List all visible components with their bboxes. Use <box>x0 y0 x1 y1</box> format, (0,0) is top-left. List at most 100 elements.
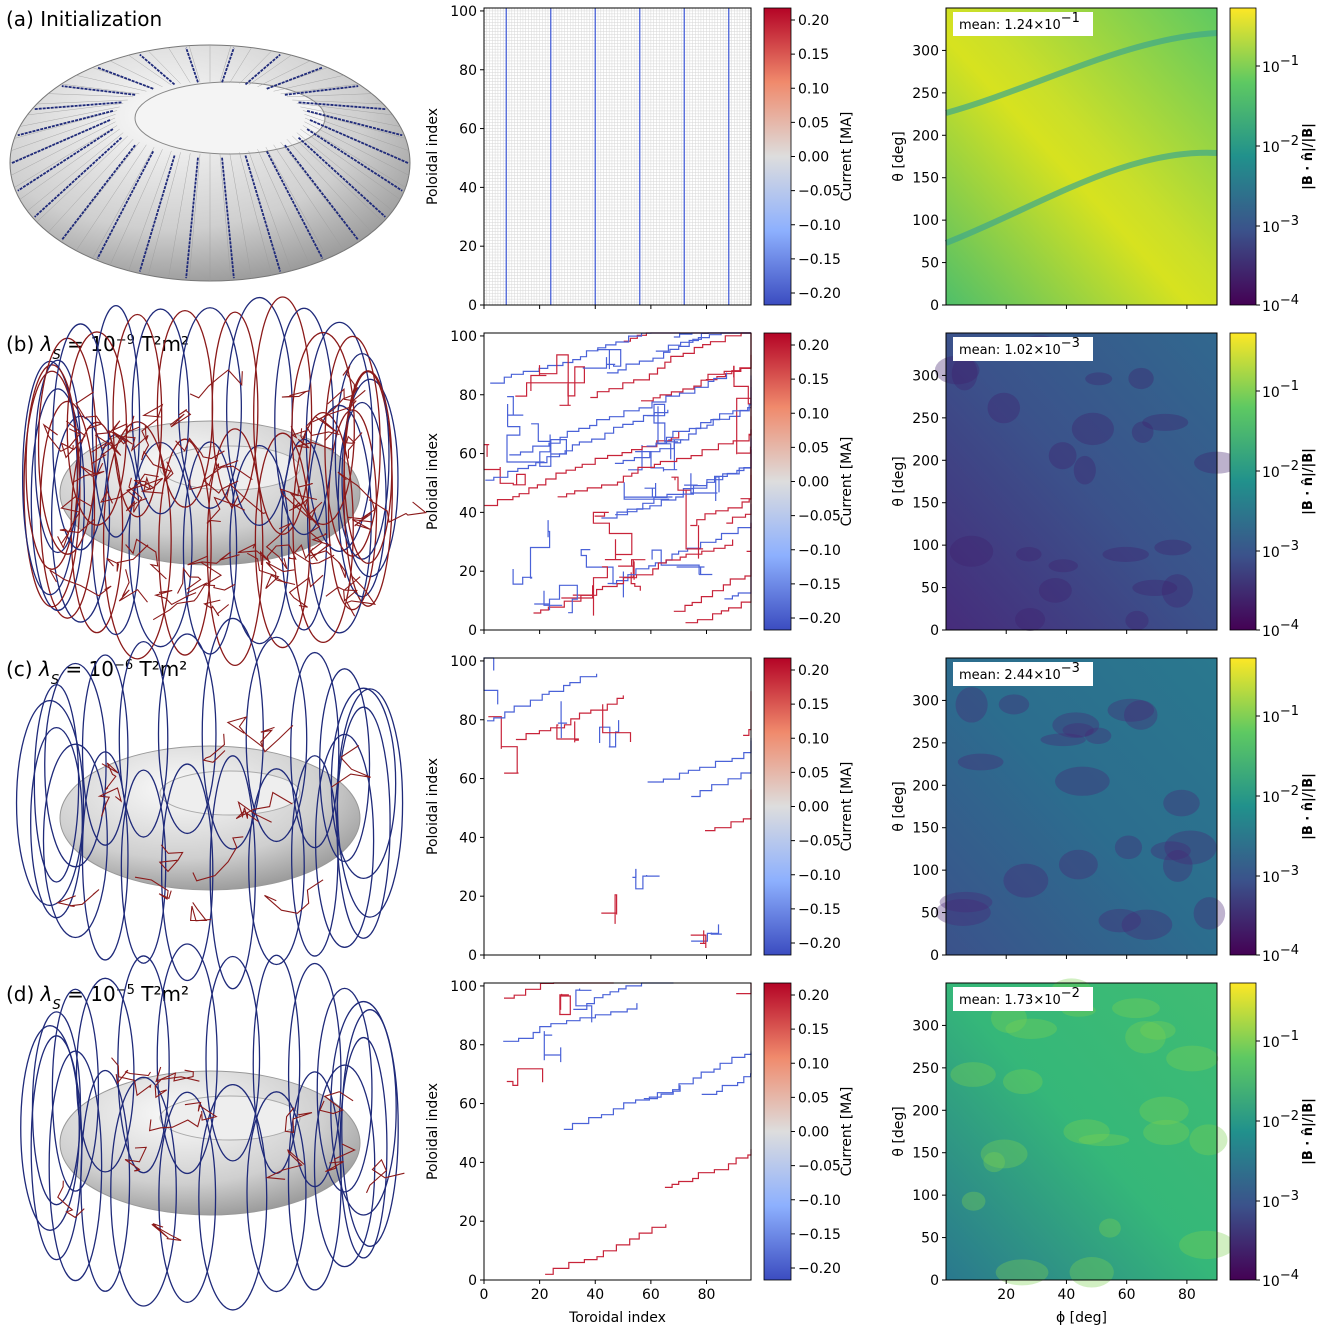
y-tick-label: 150 <box>912 171 939 187</box>
current-contour <box>592 511 633 561</box>
colorbar-tick-label: −0.15 <box>798 1227 841 1243</box>
saddle-coil <box>202 733 226 763</box>
saddle-coil <box>264 879 324 914</box>
field-blob <box>955 686 988 723</box>
saddle-coil <box>202 465 253 494</box>
coil-loop <box>112 313 163 518</box>
mesh-line <box>257 149 311 266</box>
coil-line <box>97 66 154 90</box>
current-contour <box>623 482 673 500</box>
mesh-line <box>36 99 128 105</box>
mesh-line <box>286 139 372 233</box>
current-plot-area <box>484 983 751 1280</box>
colorbar-tick-label: −0.20 <box>798 611 841 627</box>
coil-line <box>17 110 114 137</box>
coil-loop <box>120 769 167 964</box>
mesh-line <box>248 55 292 86</box>
saddle-coil <box>200 561 236 591</box>
mesh-line <box>168 47 191 83</box>
coil-loop <box>343 371 393 607</box>
field-blob <box>1162 849 1193 882</box>
saddle-coil <box>310 533 332 559</box>
coil-loop <box>343 370 393 564</box>
saddle-coil <box>124 1146 148 1172</box>
current-contour <box>530 354 571 406</box>
saddle-coil <box>118 569 148 603</box>
colorbar-tick-label: 0.05 <box>798 115 829 131</box>
field-blob <box>949 535 994 567</box>
field-blob <box>987 392 1021 424</box>
colorbar-tick-label: 10−2 <box>1262 459 1299 482</box>
mesh-line <box>148 152 181 276</box>
y-tick-label: 40 <box>459 830 477 846</box>
coil-line <box>185 47 199 83</box>
mesh-line <box>128 150 172 271</box>
y-tick-label: 250 <box>912 411 939 427</box>
colorbar-tick-label: −0.20 <box>798 936 841 952</box>
mesh-line <box>61 141 140 243</box>
x-tick-label: 40 <box>1058 1287 1076 1303</box>
y-tick-label: 300 <box>912 693 939 709</box>
colorbar-label: Current [MA] <box>839 1087 855 1177</box>
saddle-coil <box>325 1143 356 1173</box>
coil-line <box>309 119 409 164</box>
field-blob <box>1048 442 1077 470</box>
coil-loop <box>330 687 397 880</box>
field-blob <box>1154 539 1192 556</box>
saddle-coil <box>106 544 149 572</box>
y-tick-label: 80 <box>459 63 477 79</box>
current-panel-c: 0 20 40 60 80 100 Poloidal index 0.20 0.15 0.10 0.… <box>425 654 855 964</box>
y-tick-label: 200 <box>912 128 939 144</box>
y-tick-label: 40 <box>459 180 477 196</box>
mesh-line <box>11 121 116 176</box>
saddle-coil <box>134 876 172 900</box>
mesh-line <box>92 147 155 259</box>
field-blob <box>1038 578 1072 603</box>
coil-line <box>139 53 176 86</box>
field-blob <box>1015 608 1046 631</box>
mesh-line <box>304 121 409 176</box>
x-tick-label: 60 <box>642 1287 660 1303</box>
coil-loop <box>81 654 129 846</box>
coil-loop <box>158 438 212 656</box>
saddle-coil <box>75 391 103 430</box>
mesh-line <box>188 153 201 281</box>
saddle-coil <box>133 476 164 494</box>
current-contour <box>509 372 728 456</box>
y-tick-label: 300 <box>912 368 939 384</box>
field-blob <box>1161 574 1193 608</box>
mesh-line <box>76 144 147 251</box>
coil-line <box>297 136 386 218</box>
saddle-coil <box>203 599 230 617</box>
mesh-line <box>19 106 120 127</box>
field-blob <box>1098 908 1142 933</box>
coil-loop <box>131 308 190 515</box>
field-blob <box>1179 1230 1235 1260</box>
current-contour <box>582 349 622 370</box>
colorbar <box>1229 982 1257 1281</box>
current-contour <box>559 993 571 1016</box>
colorbar <box>763 982 792 1281</box>
coil-loop <box>205 955 261 1162</box>
y-tick-label: 80 <box>459 1038 477 1054</box>
colorbar-tick-label: 10−1 <box>1262 379 1299 402</box>
coil-loop <box>290 755 339 957</box>
field-blob <box>961 1191 986 1211</box>
current-contour <box>599 720 620 748</box>
mesh-line <box>61 83 140 95</box>
winding-surface-hole <box>134 81 326 155</box>
coil-line <box>266 150 324 259</box>
coil-line <box>284 85 359 96</box>
current-contour <box>506 1068 544 1086</box>
field-blob <box>1002 1069 1043 1095</box>
coil-line <box>11 119 111 164</box>
current-panel-a: 0 20 40 60 80 100 Poloidal index 0.20 0.15 0.10 0.… <box>425 4 855 314</box>
coil-line <box>306 110 403 137</box>
y-axis-label: Poloidal index <box>425 758 441 855</box>
colorbar <box>763 7 792 306</box>
y-tick-label: 20 <box>459 889 477 905</box>
y-tick-label: 20 <box>459 239 477 255</box>
field-blob <box>1142 413 1189 431</box>
coil-line <box>61 85 136 96</box>
